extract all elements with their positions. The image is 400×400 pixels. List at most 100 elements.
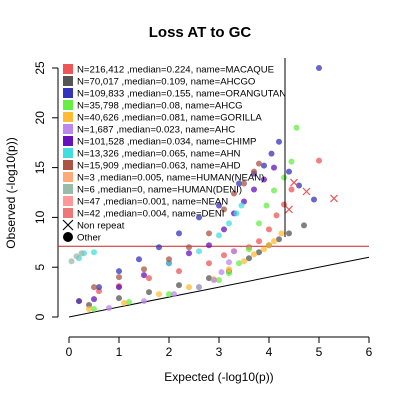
legend-entry-label: N=15,909 ,median=0.063, name=AHD — [77, 161, 241, 172]
data-point — [166, 291, 172, 298]
data-point — [256, 220, 262, 227]
data-point — [206, 230, 212, 237]
identity-line — [68, 256, 370, 318]
data-point — [196, 248, 202, 255]
data-point — [91, 296, 97, 303]
legend-swatch — [63, 76, 73, 86]
data-point — [288, 186, 295, 193]
data-point — [206, 260, 212, 267]
chart-title: Loss AT to GC — [149, 24, 252, 41]
legend-entry-label: N=1,687 ,median=0.023, name=AHC — [77, 125, 235, 136]
data-point — [251, 186, 257, 193]
data-point — [241, 258, 247, 265]
data-point — [211, 277, 217, 284]
data-point — [141, 266, 147, 273]
data-point — [286, 168, 292, 175]
data-point — [256, 238, 262, 245]
data-point — [91, 284, 97, 291]
data-point — [231, 190, 237, 197]
nonrepeat-point — [330, 194, 338, 203]
data-point — [116, 274, 122, 281]
data-point — [276, 138, 282, 145]
data-point — [246, 246, 252, 253]
legend-entry-label: N=3 ,median=0.005, name=HUMAN(NEAN) — [77, 173, 264, 184]
legend-entry-label: Other — [77, 233, 102, 244]
legend-circle-symbol — [63, 232, 73, 242]
data-point — [126, 299, 132, 306]
y-tick-label: 0 — [33, 313, 47, 320]
y-tick-label: 10 — [33, 210, 47, 224]
legend-entry-label: N=40,626 ,median=0.081, name=GORILLA — [77, 113, 262, 124]
data-point — [273, 212, 280, 219]
data-point — [91, 306, 97, 313]
data-point — [231, 248, 237, 255]
legend-swatch — [63, 100, 73, 110]
data-point — [233, 210, 240, 217]
data-point — [221, 226, 227, 233]
data-point — [176, 230, 182, 237]
data-point — [121, 300, 127, 307]
data-point — [226, 266, 232, 273]
data-point — [246, 255, 252, 262]
data-point — [78, 250, 85, 257]
data-point — [286, 230, 292, 237]
data-point — [316, 157, 322, 164]
data-point — [166, 256, 172, 263]
data-point — [96, 284, 102, 291]
legend-swatch — [63, 196, 73, 206]
legend-swatch — [63, 160, 73, 170]
data-point — [206, 242, 212, 249]
data-point — [271, 164, 277, 171]
x-tick-label: 2 — [166, 345, 173, 359]
y-tick-label: 15 — [33, 161, 47, 175]
y-tick-label: 5 — [33, 264, 47, 271]
data-point — [196, 284, 202, 291]
data-point — [293, 124, 300, 131]
data-point — [186, 284, 192, 291]
data-point — [196, 214, 202, 221]
data-point — [236, 180, 242, 187]
nonrepeat-point — [302, 187, 311, 196]
legend-entry-label: N=70,017 ,median=0.109, name=AHCGO — [77, 77, 255, 88]
data-point — [136, 256, 142, 263]
data-point — [176, 268, 182, 275]
data-point — [141, 272, 147, 279]
data-point — [263, 202, 270, 209]
data-point — [226, 220, 232, 227]
data-point — [216, 202, 222, 209]
data-point — [76, 298, 82, 305]
legend-swatch — [63, 184, 73, 194]
legend-entry-label: N=13,326 ,median=0.065, name=AHN — [77, 149, 241, 160]
data-point — [221, 206, 227, 213]
legend-entry-label: N=216,412 ,median=0.224, name=MACAQUE — [77, 65, 274, 76]
data-point — [241, 180, 247, 187]
data-point — [146, 275, 152, 282]
data-point — [268, 150, 275, 157]
data-point — [316, 65, 322, 71]
data-point — [73, 253, 80, 260]
x-tick-label: 6 — [366, 345, 373, 359]
data-point — [116, 268, 122, 275]
data-point — [156, 244, 162, 251]
data-point — [91, 249, 97, 256]
data-point — [116, 284, 122, 291]
legend-swatch — [63, 64, 73, 74]
data-point — [276, 236, 282, 243]
x-tick-label: 3 — [216, 345, 223, 359]
legend-swatch — [63, 208, 73, 218]
data-point — [251, 168, 257, 175]
x-tick-label: 0 — [66, 345, 73, 359]
data-point — [251, 251, 257, 258]
legend-swatch — [63, 148, 73, 158]
legend-swatch — [63, 136, 73, 146]
y-tick-label: 20 — [33, 111, 47, 125]
data-point — [221, 252, 227, 259]
data-point — [156, 291, 162, 298]
data-point — [226, 259, 232, 266]
data-point — [261, 176, 267, 183]
legend: N=216,412 ,median=0.224, name=MACAQUEN=7… — [62, 64, 286, 244]
x-tick-label: 4 — [266, 345, 273, 359]
data-point — [216, 277, 222, 284]
data-point — [218, 269, 225, 276]
